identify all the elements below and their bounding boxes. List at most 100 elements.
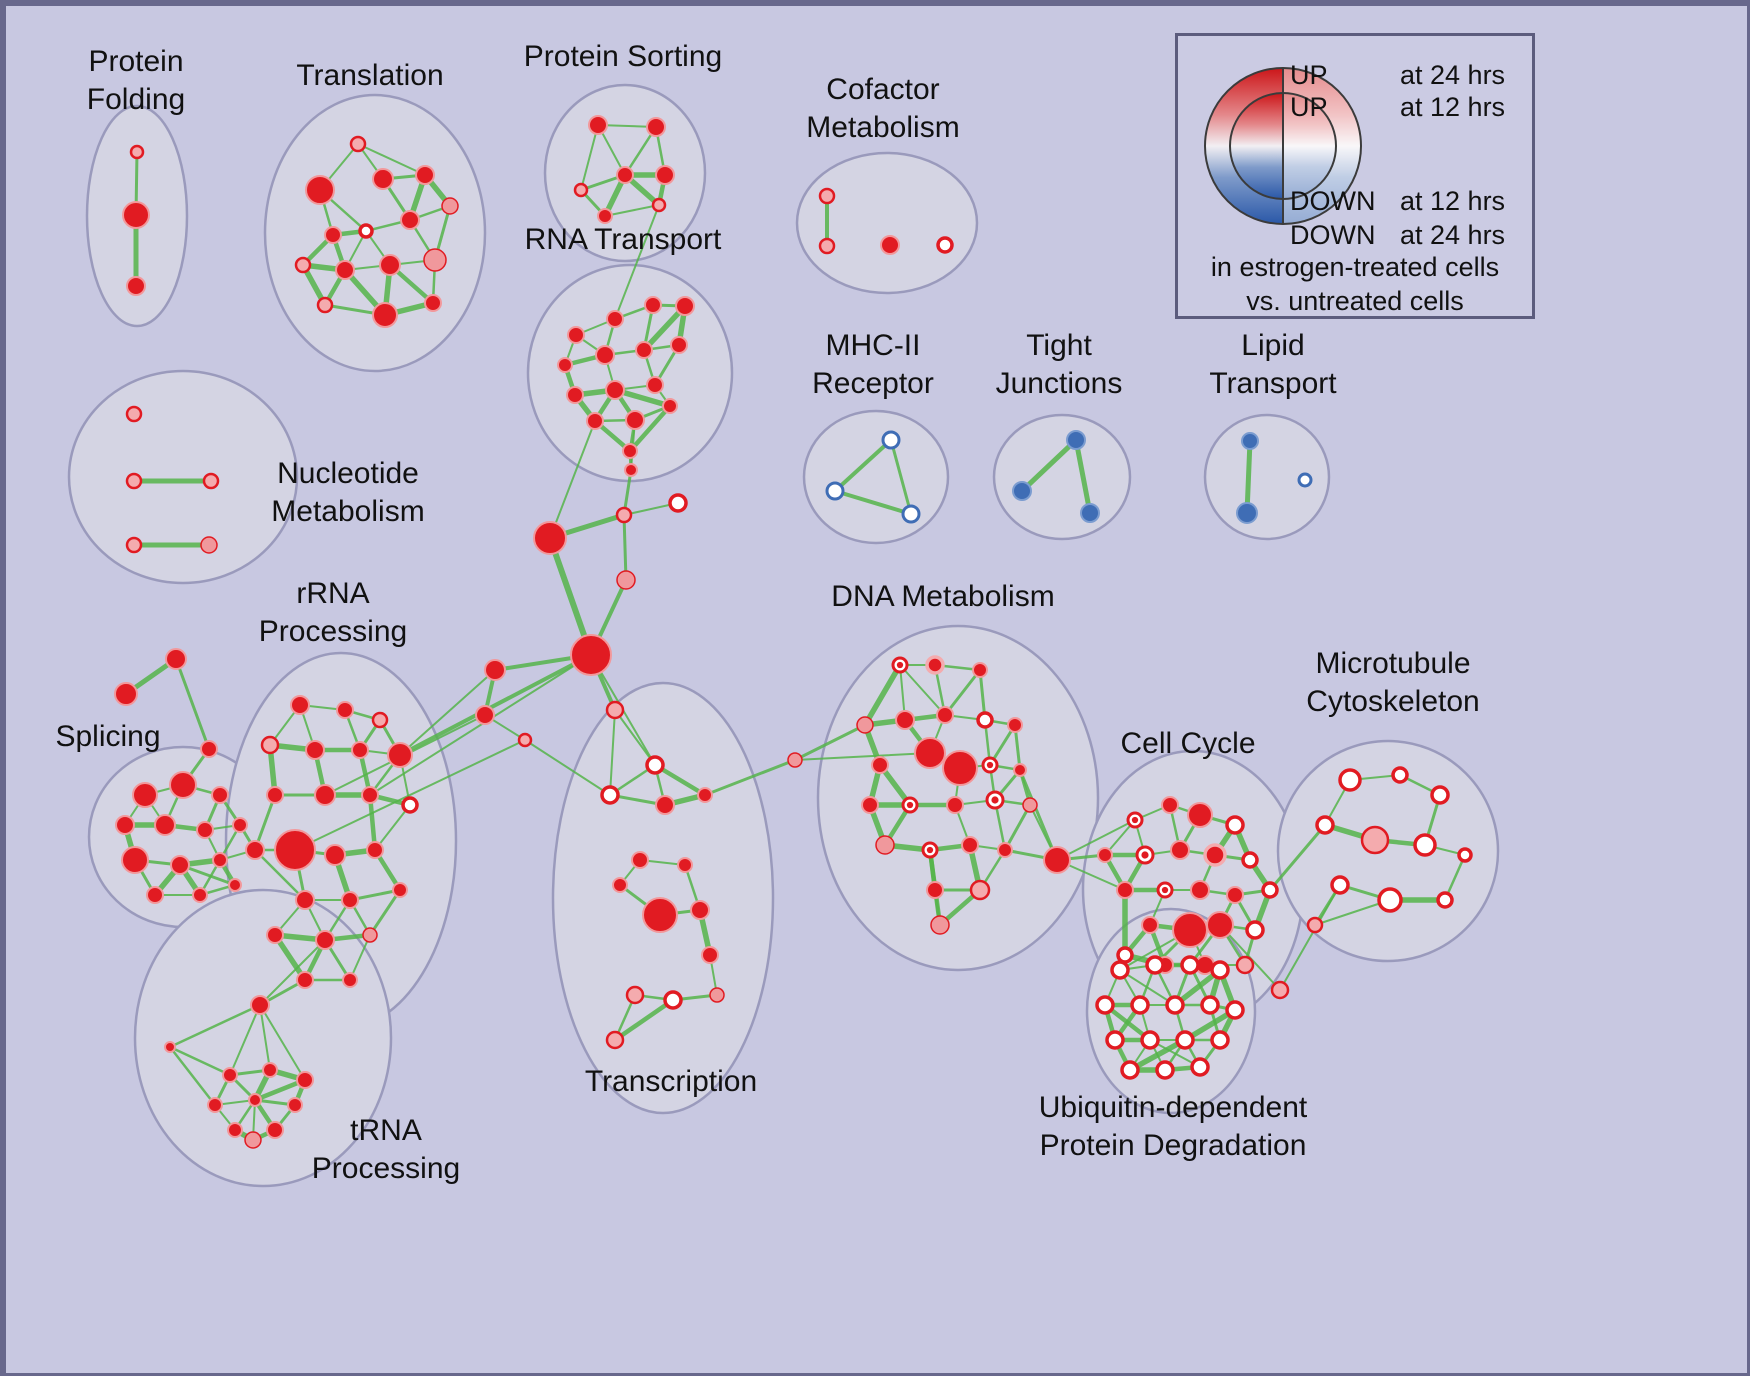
node-tc — [663, 990, 683, 1010]
edge — [168, 1003, 262, 1049]
node-sp — [192, 887, 208, 903]
node-mc — [1430, 785, 1450, 805]
node-tc — [690, 900, 710, 920]
node-dm — [997, 842, 1013, 858]
edge — [609, 709, 616, 796]
cluster-ellipse-nm — [67, 369, 299, 585]
cluster-ellipse-tr — [263, 93, 487, 373]
node-cc — [1190, 880, 1210, 900]
node-ft — [200, 740, 218, 758]
node-dot-dm — [896, 661, 904, 669]
node-dm — [926, 881, 944, 899]
cluster-label-ub: Protein Degradation — [1040, 1129, 1307, 1162]
cluster-label-mc: Cytoskeleton — [1306, 685, 1479, 718]
node-cc — [1170, 840, 1190, 860]
node-tr — [294, 256, 312, 274]
legend-up24-time: at 24 hrs — [1400, 60, 1506, 90]
node-tn — [250, 995, 270, 1015]
edge — [549, 420, 596, 539]
node-rt — [605, 380, 625, 400]
node-lt — [1297, 472, 1313, 488]
node-dm — [1022, 797, 1038, 813]
node-dm — [1013, 763, 1027, 777]
cluster-label-rt: RNA Transport — [525, 223, 722, 256]
legend-node-glyph — [1204, 67, 1362, 225]
edge — [622, 513, 628, 582]
node-rt — [567, 326, 585, 344]
node-tr — [415, 165, 435, 185]
node-tc — [631, 851, 649, 869]
cluster-label-lt: Lipid — [1241, 329, 1304, 362]
node-mh — [901, 504, 921, 524]
node-dot-cc — [1141, 851, 1149, 859]
node-tc — [645, 755, 665, 775]
node-rr — [351, 741, 369, 759]
node-dm — [930, 915, 950, 935]
node-mc — [1413, 833, 1437, 857]
edge — [889, 438, 913, 516]
legend-down12-time: at 12 hrs — [1400, 186, 1506, 216]
node-rt — [635, 341, 653, 359]
edge — [253, 848, 307, 902]
node-lt — [1241, 432, 1259, 450]
edge — [604, 204, 660, 217]
node-dm — [895, 710, 915, 730]
node-rr — [305, 740, 325, 760]
node-rr — [260, 735, 280, 755]
cluster-label-rr: rRNA — [296, 577, 369, 610]
cluster-label-tn: Processing — [312, 1152, 460, 1185]
node-sp — [211, 786, 229, 804]
node-tr — [305, 175, 335, 205]
node-mc — [1360, 825, 1390, 855]
node-hb — [475, 705, 495, 725]
node-tr — [424, 294, 442, 312]
node-dm — [969, 879, 991, 901]
node-hb — [615, 506, 633, 524]
cluster-ellipse-mh — [802, 409, 950, 545]
cluster-ellipse-cf — [795, 151, 979, 295]
node-tr — [400, 210, 420, 230]
node-ub — [1105, 1030, 1125, 1050]
node-sp — [115, 815, 135, 835]
node-tr — [335, 260, 355, 280]
node-tc — [701, 946, 719, 964]
node-lt — [1236, 502, 1258, 524]
node-rt — [646, 376, 664, 394]
node-sp — [154, 814, 176, 836]
node-mb — [1270, 980, 1290, 1000]
node-tc — [612, 877, 628, 893]
node-hb — [624, 463, 638, 477]
node-rt — [675, 296, 695, 316]
node-cc — [1187, 802, 1213, 828]
node-rt — [557, 357, 573, 373]
node-pf — [122, 201, 150, 229]
node-mc — [1457, 847, 1473, 863]
node-dot-dm — [986, 761, 994, 769]
cluster-label-mh: Receptor — [812, 367, 934, 400]
node-tn — [296, 1071, 314, 1089]
cluster-label-ps: Protein Sorting — [524, 40, 722, 73]
node-tc — [605, 1030, 625, 1050]
node-sp — [196, 821, 214, 839]
edge — [793, 723, 867, 762]
node-rr — [266, 926, 284, 944]
legend-down12-label: DOWN — [1290, 186, 1376, 216]
node-tr — [324, 226, 342, 244]
node-sp — [170, 855, 190, 875]
edge — [580, 124, 599, 191]
edge — [259, 1004, 271, 1071]
node-ub — [1210, 960, 1230, 980]
node-mh — [825, 481, 845, 501]
cluster-ellipse-tj — [992, 413, 1132, 541]
cluster-label-mc: Microtubule — [1315, 647, 1470, 680]
cluster-label-pf: Folding — [87, 83, 185, 116]
edge — [1073, 437, 1093, 516]
node-dm — [914, 737, 946, 769]
node-rr — [245, 840, 265, 860]
node-tc — [655, 795, 675, 815]
node-tr — [372, 302, 398, 328]
node-cf — [818, 187, 836, 205]
node-ft — [165, 648, 187, 670]
legend-up12-label: UP — [1290, 92, 1328, 122]
